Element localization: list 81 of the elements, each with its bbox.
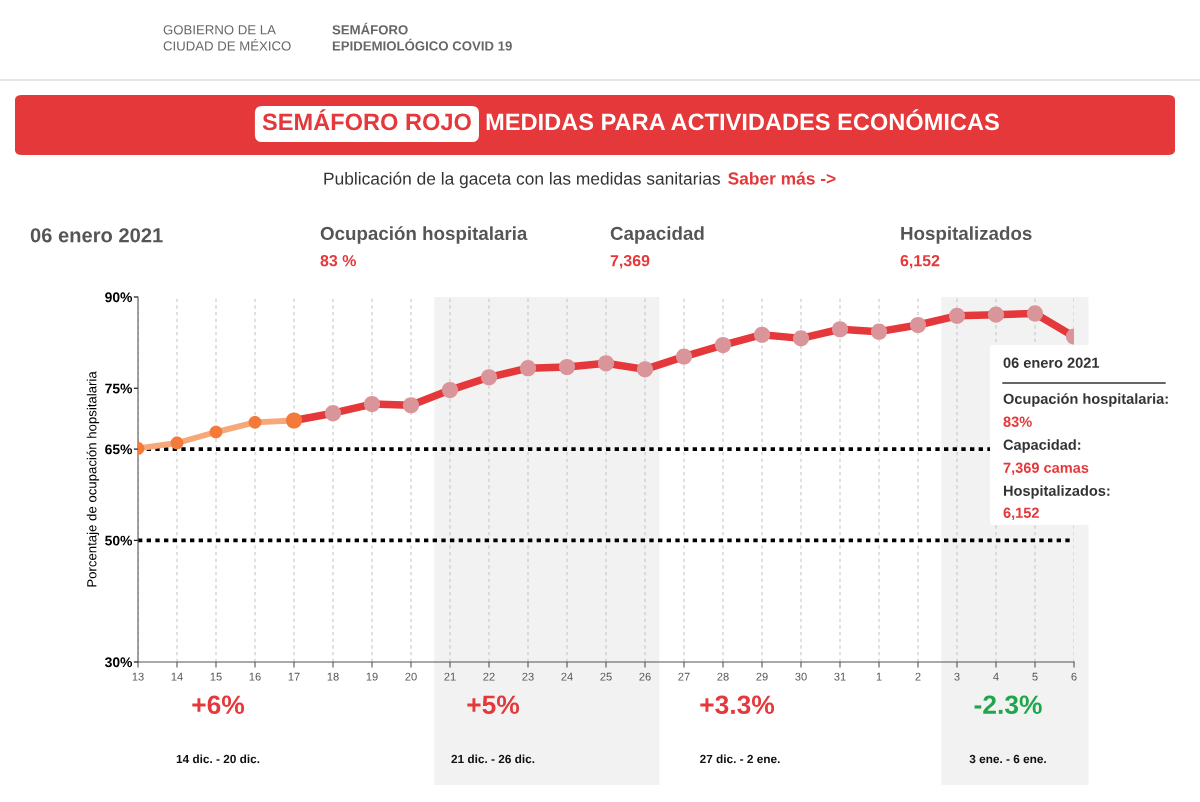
x-tick-label: 23: [522, 672, 534, 681]
point: [209, 425, 223, 439]
point: [558, 358, 576, 376]
text: +3.3%: [700, 695, 775, 715]
point: [831, 321, 849, 338]
x-tick-label: 15: [210, 672, 222, 681]
text: Saber más ->: [728, 171, 836, 185]
text: 27 dic. - 2 ene.: [700, 754, 780, 764]
chart-subtitle: Publicación de la gaceta con las medidas sanitarias: [324, 171, 720, 189]
y-tick-label: 30%: [104, 657, 133, 668]
x-tick-label: 24: [561, 672, 573, 681]
text: 7,369: [610, 254, 650, 269]
x-tick-label: 18: [327, 672, 339, 681]
x-tick-label: 2: [915, 672, 921, 681]
point: [363, 396, 381, 413]
x-tick-label: 5: [1032, 672, 1038, 681]
annotation: 83%: [1003, 416, 1032, 427]
text: 83 %: [320, 254, 356, 267]
y-tick-label: 50%: [105, 535, 133, 546]
text: 21 dic. - 26 dic.: [451, 754, 535, 764]
annotation: Ocupación hospitalaria:: [1003, 393, 1168, 407]
point: [909, 316, 927, 334]
x-tick-label: 27: [678, 672, 690, 681]
point: [714, 336, 732, 354]
x-tick-label: 14: [171, 672, 183, 681]
point: [441, 382, 459, 399]
text: MEDIDAS PARA ACTIVIDADES ECONÓMICAS: [486, 109, 999, 131]
text: SEMÁFORO EPIDEMIOLÓGICO COVID 19: [332, 22, 512, 51]
point: [402, 397, 420, 414]
point: [324, 405, 342, 422]
y-tick-label: 75%: [105, 383, 133, 394]
point: [948, 307, 966, 324]
text: Capacidad: [610, 226, 704, 244]
annotation: 6,152: [1003, 507, 1039, 521]
text: Hospitalizados: [901, 226, 1032, 244]
text: 06 enero 2021: [30, 228, 163, 243]
point: [519, 360, 537, 377]
x-tick-label: 1: [876, 672, 882, 681]
y-tick-label: 90%: [105, 292, 133, 303]
point: [675, 348, 693, 365]
point: [636, 361, 654, 378]
text: +6%: [192, 695, 245, 715]
x-tick-label: 26: [639, 672, 651, 681]
x-tick-label: 13: [132, 672, 144, 681]
point: [480, 369, 498, 386]
text: GOBIERNO DE LA CIUDAD DE MÉXICO: [163, 25, 291, 51]
text: 14 dic. - 20 dic.: [176, 754, 260, 764]
x-tick-label: 22: [483, 672, 495, 681]
text: 3 ene. - 6 ene.: [969, 754, 1046, 764]
x-tick-label: 31: [834, 672, 846, 681]
x-tick-label: 6: [1071, 672, 1077, 681]
x-tick-label: 25: [600, 672, 612, 681]
annotation: 7,369 camas: [1003, 462, 1089, 476]
x-tick-label: 3: [954, 672, 960, 681]
text: -2.3%: [974, 695, 1042, 715]
point: [1026, 305, 1044, 322]
annotation: Capacidad:: [1003, 439, 1081, 453]
point: [870, 323, 888, 340]
point: [248, 415, 262, 429]
y-tick-label: 65%: [105, 444, 133, 455]
point: [792, 330, 810, 347]
point: [753, 326, 771, 343]
point: [597, 355, 615, 372]
y-axis-title: Porcentaje de ocupación hopsitalaria: [86, 371, 100, 587]
point: [987, 306, 1005, 323]
annotation: Hospitalizados:: [1003, 485, 1110, 499]
text: Ocupación hospitalaria: [320, 226, 528, 244]
x-tick-label: 21: [444, 672, 456, 681]
x-tick-label: 29: [756, 672, 768, 681]
x-tick-label: 17: [288, 672, 300, 681]
x-tick-label: 30: [795, 672, 807, 681]
chart-title: SEMÁFORO ROJO: [262, 109, 471, 131]
point: [170, 436, 184, 450]
x-tick-label: 16: [249, 672, 261, 681]
x-tick-label: 4: [993, 672, 999, 681]
annotation: 06 enero 2021: [1003, 357, 1100, 368]
text: +5%: [467, 695, 520, 715]
text: 6,152: [900, 254, 940, 269]
x-tick-label: 19: [366, 672, 378, 681]
x-tick-label: 28: [717, 672, 729, 681]
x-tick-label: 20: [405, 672, 417, 681]
